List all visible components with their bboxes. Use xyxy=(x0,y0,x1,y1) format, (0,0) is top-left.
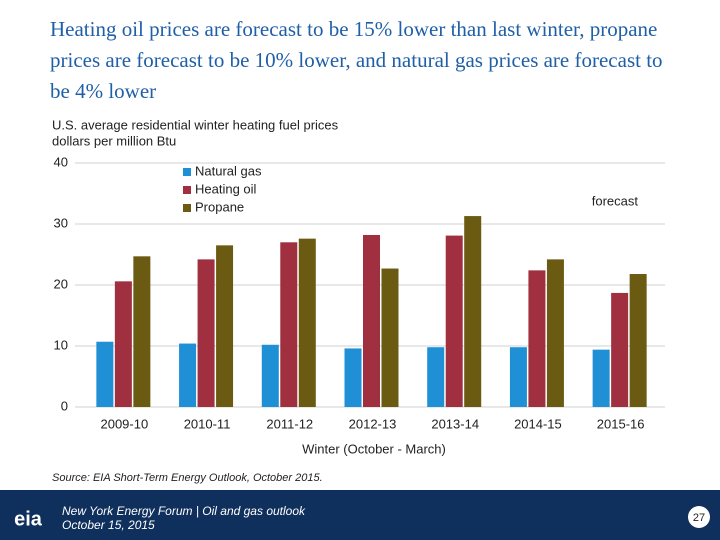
bar xyxy=(197,259,215,407)
x-tick-label: 2015-16 xyxy=(597,416,645,431)
y-tick-label: 20 xyxy=(54,276,68,291)
bar xyxy=(464,216,482,407)
legend-label: Heating oil xyxy=(195,181,257,196)
bar xyxy=(280,242,298,407)
bar xyxy=(629,274,647,407)
footer-event: New York Energy Forum | Oil and gas outl… xyxy=(62,504,306,518)
y-tick-label: 40 xyxy=(54,154,68,169)
bar xyxy=(509,347,527,407)
legend-label: Natural gas xyxy=(195,163,262,178)
bar xyxy=(381,268,399,407)
bar xyxy=(261,344,279,407)
y-tick-label: 0 xyxy=(61,398,68,413)
bar xyxy=(179,343,197,407)
bar xyxy=(96,341,114,407)
bar xyxy=(528,270,546,407)
bar xyxy=(298,238,316,407)
bar xyxy=(363,234,380,407)
bar xyxy=(592,349,610,407)
subtitle: U.S. average residential winter heating … xyxy=(52,117,339,132)
bar xyxy=(133,256,151,407)
source: Source: EIA Short-Term Energy Outlook, O… xyxy=(52,472,323,484)
x-tick-label: 2011-12 xyxy=(266,416,313,431)
page-number: 27 xyxy=(693,512,705,524)
x-tick-label: 2014-15 xyxy=(514,416,562,431)
bar xyxy=(216,245,234,407)
page-circle xyxy=(688,506,710,528)
plot: 0 10 20 30 40 2009-10 2010-11 2011-12 2012-13 201… xyxy=(54,154,665,431)
bar xyxy=(114,281,132,407)
title-box: Heating oil prices are forecast to be 15… xyxy=(50,17,663,103)
y-tick-label: 30 xyxy=(54,215,68,230)
x-tick-label: 2013-14 xyxy=(431,416,479,431)
chart-title: Heating oil prices are forecast to be 15… xyxy=(50,17,663,103)
x-tick-label: 2009-10 xyxy=(100,416,148,431)
bar xyxy=(427,347,445,407)
footer-bar xyxy=(0,490,720,540)
legend-label: Propane xyxy=(195,199,244,214)
y-axis-label: dollars per million Btu xyxy=(52,133,176,148)
x-tick-label: 2010-11 xyxy=(184,416,231,431)
annotation: forecast xyxy=(592,193,639,208)
footer-date: October 15, 2015 xyxy=(62,518,155,532)
bar xyxy=(611,292,629,407)
logo: eia xyxy=(14,508,43,530)
y-tick-label: 10 xyxy=(54,337,68,352)
bar xyxy=(546,259,564,407)
bar xyxy=(344,348,362,407)
legend-swatch xyxy=(183,204,191,212)
x-tick-label: 2012-13 xyxy=(349,416,397,431)
x-axis-label: Winter (October - March) xyxy=(302,441,446,456)
legend-swatch xyxy=(183,168,191,176)
legend-swatch xyxy=(183,186,191,194)
bar xyxy=(445,235,463,407)
